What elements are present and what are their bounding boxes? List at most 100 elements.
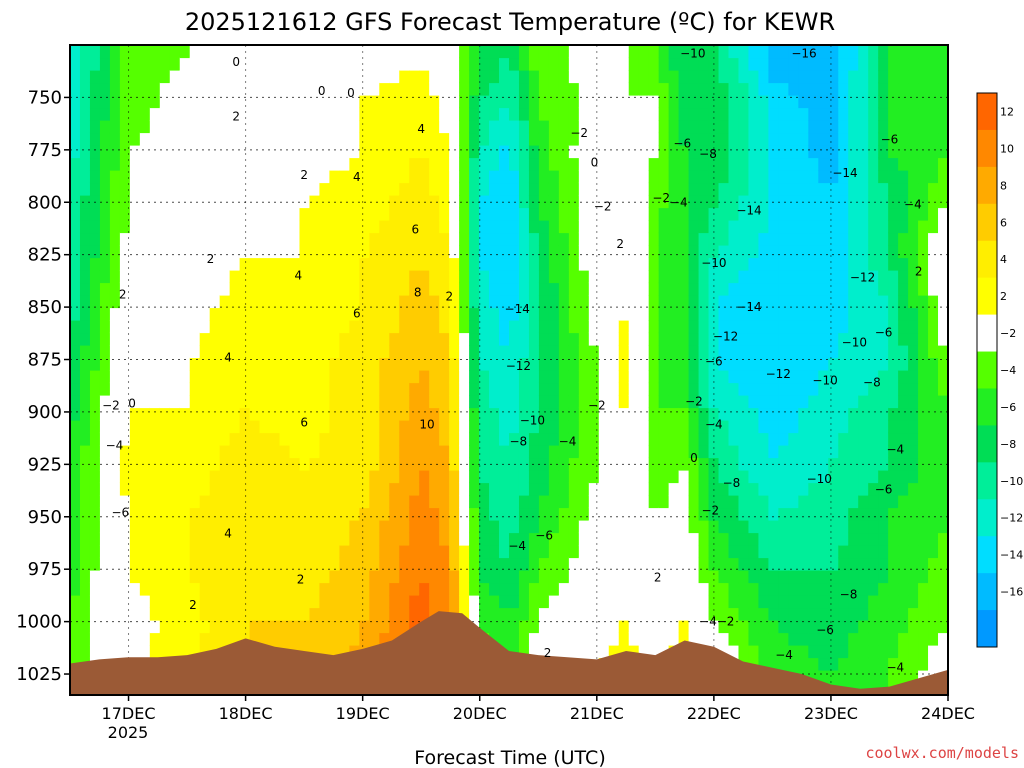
temperature-cell bbox=[838, 457, 849, 471]
temperature-cell bbox=[89, 382, 101, 396]
plot-frame bbox=[69, 44, 949, 696]
temperature-cell bbox=[748, 295, 760, 309]
temperature-cell bbox=[598, 395, 610, 409]
temperature-cell bbox=[429, 495, 440, 509]
temperature-cell bbox=[239, 245, 251, 259]
temperature-cell bbox=[698, 332, 710, 346]
temperature-cell bbox=[489, 220, 500, 234]
temperature-cell bbox=[848, 595, 859, 609]
temperature-cell bbox=[99, 507, 111, 521]
temperature-cell bbox=[359, 332, 370, 346]
temperature-cell bbox=[748, 495, 760, 509]
temperature-cell bbox=[598, 470, 610, 484]
temperature-cell bbox=[518, 507, 530, 521]
temperature-cell bbox=[239, 445, 251, 459]
temperature-cell bbox=[878, 532, 889, 546]
temperature-cell bbox=[399, 45, 410, 59]
temperature-cell bbox=[509, 220, 520, 234]
temperature-cell bbox=[189, 557, 201, 571]
temperature-cell bbox=[389, 270, 400, 284]
temperature-cell bbox=[928, 532, 939, 546]
temperature-cell bbox=[289, 220, 301, 234]
temperature-cell bbox=[279, 157, 291, 171]
temperature-cell bbox=[938, 107, 948, 121]
contour-label: −12 bbox=[766, 367, 791, 381]
temperature-cell bbox=[728, 107, 740, 121]
temperature-cell bbox=[479, 70, 490, 84]
temperature-cell bbox=[499, 607, 510, 621]
temperature-cell bbox=[748, 270, 760, 284]
temperature-cell bbox=[668, 507, 680, 521]
temperature-cell bbox=[928, 282, 939, 296]
temperature-cell bbox=[419, 557, 430, 571]
temperature-cell bbox=[309, 345, 321, 359]
temperature-cell bbox=[638, 620, 650, 634]
temperature-cell bbox=[269, 582, 281, 596]
temperature-cell bbox=[578, 570, 590, 584]
temperature-cell bbox=[99, 607, 111, 621]
temperature-cell bbox=[628, 632, 640, 646]
temperature-cell bbox=[189, 207, 201, 221]
temperature-cell bbox=[249, 532, 261, 546]
temperature-cell bbox=[429, 332, 440, 346]
temperature-cell bbox=[878, 207, 889, 221]
temperature-cell bbox=[778, 120, 789, 134]
temperature-cell bbox=[928, 370, 939, 384]
temperature-cell bbox=[489, 607, 500, 621]
temperature-cell bbox=[439, 295, 450, 309]
temperature-cell bbox=[898, 432, 909, 446]
temperature-cell bbox=[618, 470, 630, 484]
temperature-cell bbox=[419, 482, 430, 496]
temperature-cell bbox=[499, 257, 510, 271]
temperature-cell bbox=[638, 245, 650, 259]
temperature-cell bbox=[898, 445, 909, 459]
temperature-cell bbox=[628, 370, 640, 384]
temperature-cell bbox=[578, 45, 590, 59]
temperature-cell bbox=[938, 657, 948, 671]
temperature-cell bbox=[99, 582, 111, 596]
temperature-cell bbox=[89, 545, 101, 559]
contour-label: 2 bbox=[119, 288, 127, 302]
temperature-cell bbox=[309, 282, 321, 296]
temperature-cell bbox=[548, 345, 560, 359]
temperature-cell bbox=[119, 195, 131, 209]
temperature-cell bbox=[359, 220, 370, 234]
temperature-cell bbox=[578, 520, 590, 534]
temperature-cell bbox=[379, 582, 390, 596]
temperature-cell bbox=[878, 570, 889, 584]
temperature-cell bbox=[778, 357, 789, 371]
temperature-cell bbox=[339, 145, 350, 159]
temperature-cell bbox=[938, 507, 948, 521]
temperature-cell bbox=[748, 120, 760, 134]
temperature-cell bbox=[199, 432, 211, 446]
temperature-cell bbox=[169, 645, 181, 659]
temperature-cell bbox=[808, 607, 819, 621]
temperature-cell bbox=[678, 307, 690, 321]
temperature-cell bbox=[349, 595, 360, 609]
temperature-cell bbox=[738, 182, 750, 196]
temperature-cell bbox=[588, 132, 600, 146]
temperature-cell bbox=[379, 157, 390, 171]
temperature-cell bbox=[928, 207, 939, 221]
temperature-cell bbox=[399, 120, 410, 134]
temperature-cell bbox=[938, 570, 948, 584]
temperature-cell bbox=[349, 457, 360, 471]
temperature-cell bbox=[888, 645, 899, 659]
temperature-cell bbox=[339, 395, 350, 409]
temperature-cell bbox=[379, 482, 390, 496]
temperature-cell bbox=[449, 257, 460, 271]
temperature-cell bbox=[189, 320, 201, 334]
temperature-cell bbox=[279, 145, 291, 159]
temperature-cell bbox=[419, 570, 430, 584]
temperature-cell bbox=[838, 420, 849, 434]
temperature-cell bbox=[239, 420, 251, 434]
temperature-cell bbox=[858, 170, 869, 184]
temperature-cell bbox=[269, 57, 281, 71]
temperature-cell bbox=[119, 520, 131, 534]
temperature-cell bbox=[668, 482, 680, 496]
temperature-cell bbox=[189, 357, 201, 371]
temperature-cell bbox=[199, 120, 211, 134]
temperature-cell bbox=[319, 420, 331, 434]
temperature-cell bbox=[548, 457, 560, 471]
temperature-cell bbox=[259, 207, 271, 221]
